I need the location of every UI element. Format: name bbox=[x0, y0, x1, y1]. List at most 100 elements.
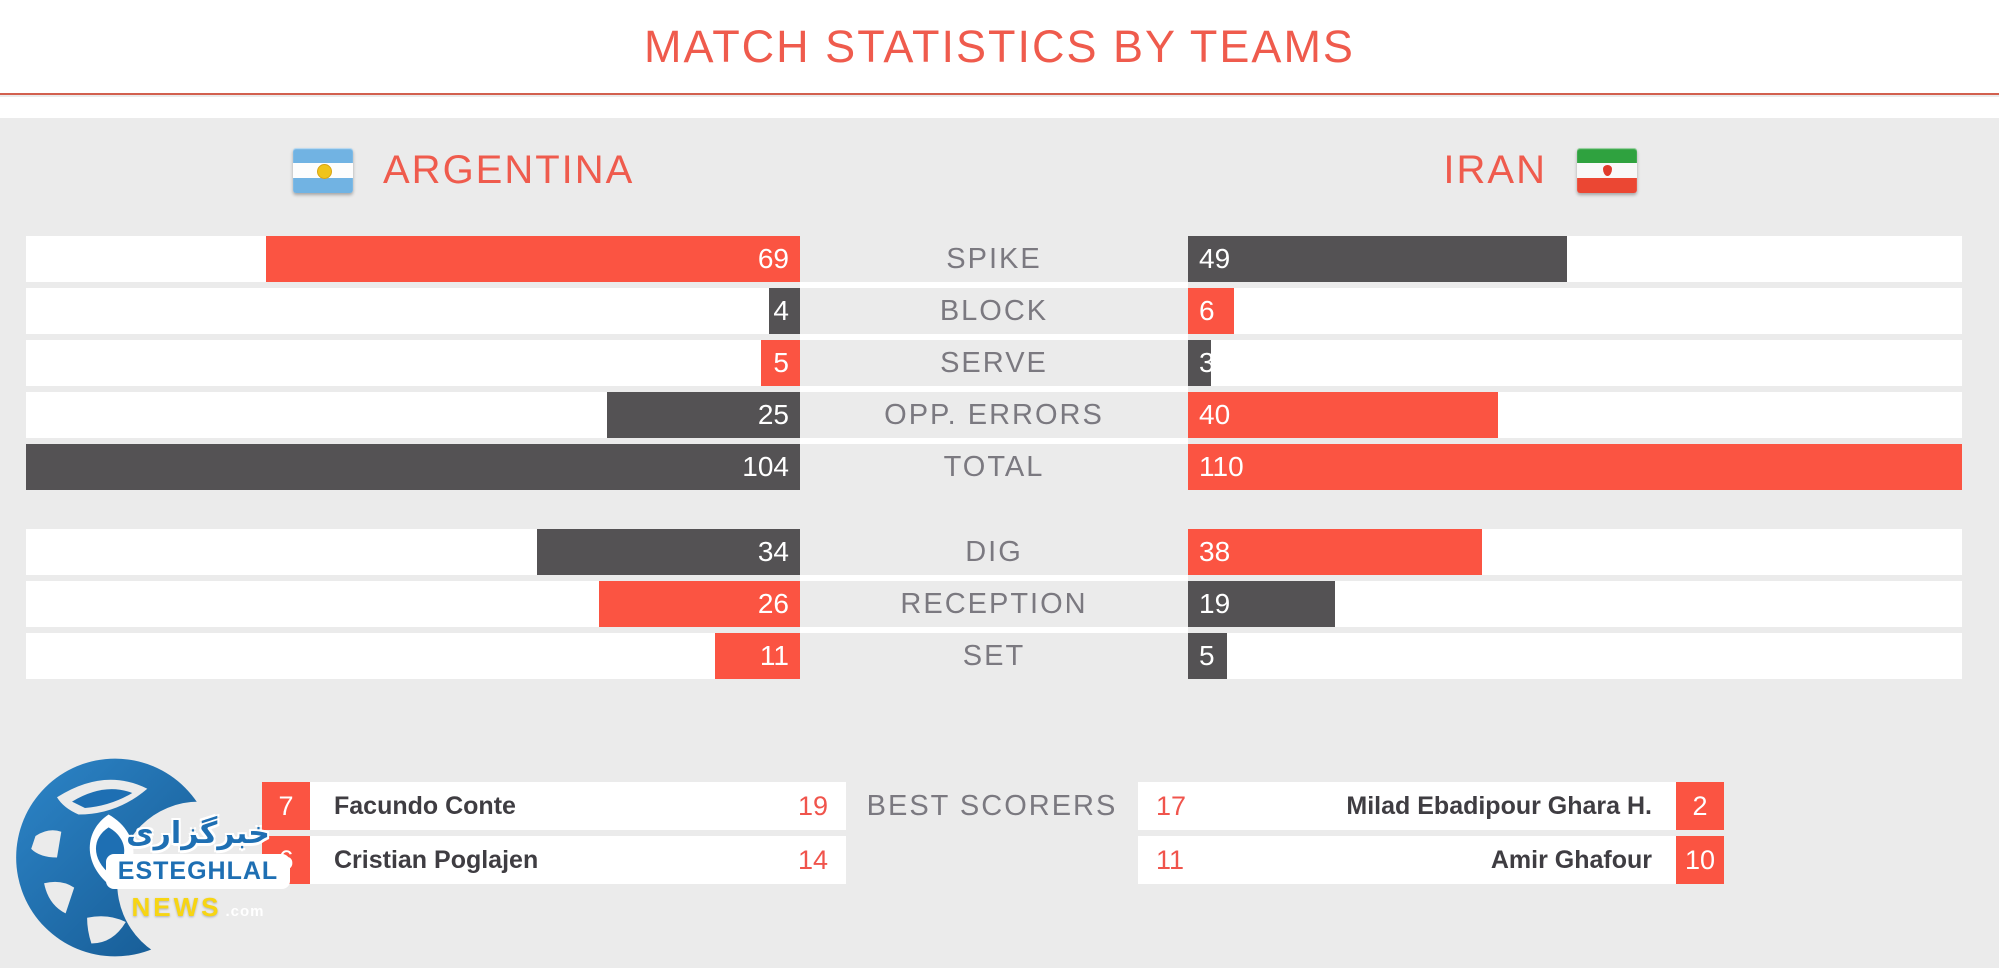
stat-label-reception: RECEPTION bbox=[800, 581, 1188, 627]
team-home: ARGENTINA bbox=[293, 148, 634, 193]
stat-row-spike: 69 SPIKE 49 bbox=[26, 236, 1962, 282]
stat-label-set: SET bbox=[800, 633, 1188, 679]
stat-track-left: 69 bbox=[26, 236, 800, 282]
player-points: 19 bbox=[797, 790, 828, 821]
scorer-row-amir-ghafour: 11 Amir Ghafour 10 bbox=[1138, 836, 1724, 884]
argentina-reception-bar: 26 bbox=[598, 581, 800, 627]
iran-serve-bar: 3 bbox=[1188, 340, 1215, 386]
argentina-serve-bar: 5 bbox=[761, 340, 800, 386]
stat-value: 26 bbox=[757, 588, 789, 619]
stat-value: 34 bbox=[757, 536, 789, 567]
iran-dig-bar: 38 bbox=[1188, 529, 1483, 575]
player-name: Cristian Poglajen bbox=[334, 845, 539, 874]
scorer-row-milad-ebadipour-ghara-h: 17 Milad Ebadipour Ghara H. 2 bbox=[1138, 782, 1724, 830]
iran-flag-icon bbox=[1577, 148, 1637, 193]
stat-value: 19 bbox=[1199, 588, 1231, 619]
stat-track-right: 5 bbox=[1188, 633, 1962, 679]
iran-spike-bar: 49 bbox=[1188, 236, 1568, 282]
stat-track-right: 49 bbox=[1188, 236, 1962, 282]
logo-text: خبرگزاری ESTEGHLAL NEWS .com bbox=[105, 816, 291, 923]
stat-value: 110 bbox=[1199, 451, 1244, 482]
team-away-name: IRAN bbox=[1443, 148, 1547, 192]
stat-label-opp-errors: OPP. ERRORS bbox=[800, 392, 1188, 438]
scorer-row-facundo-conte: 7 Facundo Conte 19 bbox=[262, 782, 846, 830]
argentina-spike-bar: 69 bbox=[265, 236, 800, 282]
stat-label-dig: DIG bbox=[800, 529, 1188, 575]
stat-value: 3 bbox=[1199, 347, 1215, 378]
player-points: 14 bbox=[797, 844, 828, 875]
stat-value: 5 bbox=[1199, 640, 1215, 671]
iran-block-bar: 6 bbox=[1188, 288, 1235, 334]
stat-row-set: 11 SET 5 bbox=[26, 633, 1962, 679]
stats-section-attack: 69 SPIKE 49 4 BLOCK 6 5 SERVE 3 25 OPP. ERRORS 40 10… bbox=[26, 236, 1962, 490]
argentina-block-bar: 4 bbox=[769, 288, 800, 334]
stat-label-serve: SERVE bbox=[800, 340, 1188, 386]
logo-news-line: NEWS .com bbox=[131, 892, 264, 923]
stat-track-right: 110 bbox=[1188, 444, 1962, 490]
stat-track-left: 34 bbox=[26, 529, 800, 575]
argentina-set-bar: 11 bbox=[714, 633, 800, 679]
stat-track-right: 40 bbox=[1188, 392, 1962, 438]
stat-label-spike: SPIKE bbox=[800, 236, 1188, 282]
stat-track-right: 6 bbox=[1188, 288, 1962, 334]
stat-track-right: 19 bbox=[1188, 581, 1962, 627]
stat-value: 11 bbox=[759, 640, 789, 671]
stat-value: 5 bbox=[773, 347, 789, 378]
team-home-name: ARGENTINA bbox=[383, 148, 635, 192]
iran-reception-bar: 19 bbox=[1188, 581, 1336, 627]
player-name: Milad Ebadipour Ghara H. bbox=[1346, 791, 1652, 820]
stat-value: 4 bbox=[773, 295, 789, 326]
stat-row-total: 104 TOTAL 110 bbox=[26, 444, 1962, 490]
stat-row-reception: 26 RECEPTION 19 bbox=[26, 581, 1962, 627]
stat-row-opp-errors: 25 OPP. ERRORS 40 bbox=[26, 392, 1962, 438]
player-name: Facundo Conte bbox=[334, 791, 516, 820]
esteghlal-news-logo: خبرگزاری ESTEGHLAL NEWS .com bbox=[14, 750, 344, 968]
stat-track-right: 38 bbox=[1188, 529, 1962, 575]
stat-track-left: 25 bbox=[26, 392, 800, 438]
teams-header: ARGENTINA IRAN bbox=[0, 118, 1999, 236]
player-name: Amir Ghafour bbox=[1490, 845, 1652, 874]
stat-value: 104 bbox=[742, 451, 789, 482]
player-points: 11 bbox=[1156, 844, 1185, 875]
jersey-number-badge: 2 bbox=[1676, 782, 1724, 830]
best-scorers-label: BEST SCORERS bbox=[866, 790, 1118, 822]
stats-section-defense: 34 DIG 38 26 RECEPTION 19 11 SET 5 bbox=[26, 529, 1962, 679]
header: MATCH STATISTICS BY TEAMS bbox=[0, 0, 1999, 95]
stat-value: 6 bbox=[1199, 295, 1215, 326]
stat-label-total: TOTAL bbox=[800, 444, 1188, 490]
bottom-strip bbox=[0, 968, 1999, 975]
stat-track-left: 4 bbox=[26, 288, 800, 334]
stat-track-right: 3 bbox=[1188, 340, 1962, 386]
stat-row-block: 4 BLOCK 6 bbox=[26, 288, 1962, 334]
stat-label-block: BLOCK bbox=[800, 288, 1188, 334]
header-divider bbox=[0, 97, 1999, 118]
argentina-dig-bar: 34 bbox=[536, 529, 800, 575]
iran-opp-errors-bar: 40 bbox=[1188, 392, 1498, 438]
stat-track-left: 11 bbox=[26, 633, 800, 679]
stat-track-left: 26 bbox=[26, 581, 800, 627]
stat-value: 38 bbox=[1199, 536, 1231, 567]
argentina-opp-errors-bar: 25 bbox=[606, 392, 800, 438]
argentina-flag-icon bbox=[293, 148, 353, 193]
jersey-number-badge: 10 bbox=[1676, 836, 1724, 884]
stat-value: 40 bbox=[1199, 399, 1231, 430]
stat-value: 69 bbox=[757, 243, 789, 274]
page-title: MATCH STATISTICS BY TEAMS bbox=[644, 20, 1355, 72]
jersey-number-badge: 7 bbox=[262, 782, 310, 830]
logo-esteghlal-label: ESTEGHLAL bbox=[105, 854, 291, 889]
logo-news-label: NEWS bbox=[131, 892, 222, 922]
stat-row-serve: 5 SERVE 3 bbox=[26, 340, 1962, 386]
best-scorers-away: 17 Milad Ebadipour Ghara H. 2 11 Amir Ghafou… bbox=[1138, 782, 1724, 890]
stat-track-left: 104 bbox=[26, 444, 800, 490]
stat-track-left: 5 bbox=[26, 340, 800, 386]
stat-value: 25 bbox=[757, 399, 789, 430]
player-points: 17 bbox=[1156, 790, 1187, 821]
logo-news-suffix: .com bbox=[225, 903, 265, 920]
stat-row-dig: 34 DIG 38 bbox=[26, 529, 1962, 575]
iran-total-bar: 110 bbox=[1188, 444, 1962, 490]
team-away: IRAN bbox=[1443, 148, 1637, 193]
